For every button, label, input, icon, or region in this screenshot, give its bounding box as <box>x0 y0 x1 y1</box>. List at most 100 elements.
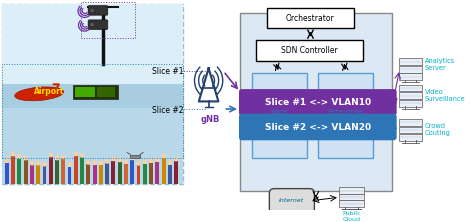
FancyBboxPatch shape <box>74 156 78 184</box>
FancyBboxPatch shape <box>111 161 115 184</box>
Text: Edge
Core: Edge Core <box>271 109 288 122</box>
FancyBboxPatch shape <box>168 165 172 184</box>
FancyBboxPatch shape <box>149 163 153 184</box>
FancyBboxPatch shape <box>399 58 422 65</box>
Text: Video
Surveillance: Video Surveillance <box>425 89 466 102</box>
Circle shape <box>67 162 72 167</box>
Text: Analytics
Server: Analytics Server <box>425 58 456 71</box>
FancyBboxPatch shape <box>5 163 9 184</box>
FancyBboxPatch shape <box>2 4 183 84</box>
FancyBboxPatch shape <box>61 159 65 184</box>
Circle shape <box>80 153 84 158</box>
Text: Slice #2 <-> VLAN20: Slice #2 <-> VLAN20 <box>265 123 371 131</box>
Circle shape <box>17 154 22 159</box>
Circle shape <box>11 152 16 157</box>
Circle shape <box>90 8 94 13</box>
FancyBboxPatch shape <box>118 162 122 184</box>
FancyBboxPatch shape <box>399 73 422 80</box>
FancyBboxPatch shape <box>73 85 118 99</box>
FancyBboxPatch shape <box>239 89 397 116</box>
FancyBboxPatch shape <box>88 6 108 15</box>
Text: Crowd
Couting: Crowd Couting <box>425 123 451 136</box>
FancyBboxPatch shape <box>68 166 72 184</box>
FancyBboxPatch shape <box>2 84 183 108</box>
FancyBboxPatch shape <box>399 66 422 73</box>
FancyBboxPatch shape <box>399 127 422 133</box>
FancyBboxPatch shape <box>130 155 140 158</box>
FancyBboxPatch shape <box>399 100 422 107</box>
Circle shape <box>155 157 160 162</box>
Circle shape <box>99 161 103 165</box>
Circle shape <box>23 156 28 161</box>
FancyBboxPatch shape <box>99 165 103 184</box>
Ellipse shape <box>15 87 64 101</box>
Circle shape <box>173 157 179 161</box>
FancyBboxPatch shape <box>267 8 354 28</box>
Circle shape <box>117 158 122 162</box>
FancyBboxPatch shape <box>339 187 364 194</box>
FancyBboxPatch shape <box>124 164 128 184</box>
Circle shape <box>61 155 66 159</box>
Circle shape <box>148 158 154 163</box>
Circle shape <box>124 159 128 164</box>
FancyBboxPatch shape <box>319 73 373 158</box>
FancyBboxPatch shape <box>137 165 140 184</box>
Circle shape <box>105 159 109 164</box>
Circle shape <box>73 152 78 156</box>
Circle shape <box>142 159 147 164</box>
Circle shape <box>42 162 47 167</box>
FancyBboxPatch shape <box>399 134 422 141</box>
FancyBboxPatch shape <box>36 165 40 184</box>
FancyBboxPatch shape <box>11 156 15 184</box>
FancyBboxPatch shape <box>97 87 115 97</box>
FancyBboxPatch shape <box>80 157 84 184</box>
FancyBboxPatch shape <box>130 160 134 184</box>
FancyBboxPatch shape <box>252 73 307 158</box>
FancyBboxPatch shape <box>339 194 364 200</box>
FancyBboxPatch shape <box>399 85 422 91</box>
FancyBboxPatch shape <box>55 160 59 184</box>
Text: Orchestrator: Orchestrator <box>286 14 335 22</box>
FancyBboxPatch shape <box>75 87 95 97</box>
FancyBboxPatch shape <box>269 189 314 213</box>
Text: gNB: gNB <box>201 115 220 124</box>
Text: Internet: Internet <box>279 198 304 203</box>
FancyBboxPatch shape <box>30 165 34 184</box>
Circle shape <box>167 160 172 165</box>
Circle shape <box>48 153 53 157</box>
FancyBboxPatch shape <box>239 114 397 140</box>
FancyBboxPatch shape <box>162 158 165 184</box>
Circle shape <box>136 161 141 166</box>
Text: Slice #2: Slice #2 <box>152 106 183 115</box>
FancyBboxPatch shape <box>399 92 422 99</box>
FancyBboxPatch shape <box>255 40 364 61</box>
FancyBboxPatch shape <box>43 166 46 184</box>
FancyBboxPatch shape <box>105 163 109 184</box>
Circle shape <box>92 161 97 165</box>
FancyBboxPatch shape <box>86 165 91 184</box>
FancyBboxPatch shape <box>399 119 422 126</box>
FancyBboxPatch shape <box>2 4 183 184</box>
Circle shape <box>86 160 91 165</box>
FancyBboxPatch shape <box>174 161 178 184</box>
Text: Airport: Airport <box>34 87 65 96</box>
FancyBboxPatch shape <box>92 165 97 184</box>
FancyBboxPatch shape <box>88 20 108 29</box>
Circle shape <box>55 156 59 161</box>
Circle shape <box>111 157 116 161</box>
Circle shape <box>130 156 135 160</box>
Text: Public
Cloud: Public Cloud <box>342 211 361 222</box>
Text: Slice #1 <-> VLAN10: Slice #1 <-> VLAN10 <box>265 98 371 107</box>
FancyBboxPatch shape <box>143 164 147 184</box>
Text: SDN Controller: SDN Controller <box>281 46 338 55</box>
Text: Enterprise
LAN: Enterprise LAN <box>328 109 364 122</box>
Circle shape <box>90 22 94 27</box>
Circle shape <box>36 161 41 166</box>
FancyBboxPatch shape <box>18 159 21 184</box>
FancyBboxPatch shape <box>240 13 392 191</box>
FancyBboxPatch shape <box>155 162 159 184</box>
FancyBboxPatch shape <box>24 160 27 184</box>
Circle shape <box>4 158 9 163</box>
FancyBboxPatch shape <box>0 0 225 210</box>
FancyBboxPatch shape <box>339 200 364 207</box>
